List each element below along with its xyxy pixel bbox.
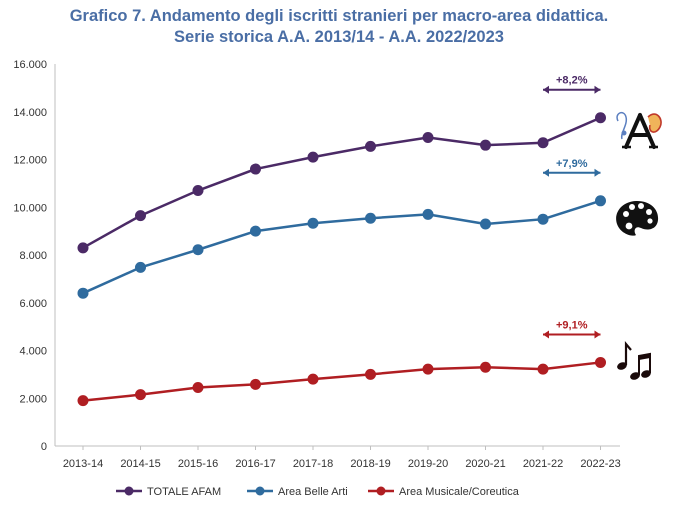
y-tick-label: 12.000 (13, 155, 47, 167)
data-point (595, 112, 606, 124)
annotation-arrow-head (594, 168, 601, 177)
y-tick-label: 2.000 (19, 393, 47, 405)
y-tick-label: 16.000 (13, 59, 47, 71)
music-notes-icon (617, 340, 651, 380)
data-point (537, 363, 549, 375)
growth-annotation: +9,1% (556, 319, 588, 331)
chart-subtitle: Serie storica A.A. 2013/14 - A.A. 2022/2… (174, 28, 504, 46)
legend-marker (255, 486, 265, 496)
data-point (307, 151, 319, 163)
annotation-arrow-head (543, 168, 549, 177)
x-tick-label: 2016-17 (235, 458, 275, 470)
palette-icon (616, 201, 659, 236)
series-line (82, 199, 601, 295)
data-point (480, 218, 491, 230)
series-layer (77, 112, 606, 407)
y-tick-label: 14.000 (13, 107, 47, 119)
data-point (307, 373, 319, 385)
data-point (365, 368, 376, 380)
axes: 0 2.000 4.000 6.000 8.000 10.000 12.000 14.000 1… (13, 59, 620, 470)
y-tick-label: 4.000 (19, 346, 47, 358)
x-tick-label: 2013-14 (63, 458, 103, 470)
legend-label: Area Musicale/Coreutica (399, 486, 520, 498)
data-point (135, 210, 146, 222)
data-point (250, 225, 261, 237)
legend-label: Area Belle Arti (278, 486, 348, 498)
annotation-arrow-head (543, 85, 549, 94)
icon-layer (616, 111, 662, 380)
growth-annotation: +7,9% (556, 158, 588, 170)
data-point (595, 356, 606, 368)
legend-marker (376, 486, 386, 496)
series-line (82, 361, 601, 402)
data-point (480, 139, 491, 151)
data-point (192, 244, 204, 256)
x-tick-label: 2019-20 (408, 458, 448, 470)
data-point (250, 378, 261, 390)
x-tick-label: 2021-22 (523, 458, 563, 470)
data-point (480, 361, 491, 373)
legend-marker (124, 486, 134, 496)
data-point (307, 217, 319, 229)
legend: TOTALE AFAM Area Belle Arti Area Musicale/… (116, 486, 520, 498)
legend-label: TOTALE AFAM (147, 486, 221, 498)
data-point (77, 242, 89, 254)
data-point (537, 137, 549, 149)
annotation-arrow-head (594, 330, 601, 339)
annotation-layer: +8,2% +7,9% +9,1% (543, 75, 601, 339)
y-tick-label: 8.000 (19, 250, 47, 262)
data-point (77, 287, 89, 299)
x-tick-label: 2022-23 (580, 458, 620, 470)
data-point (192, 382, 204, 394)
x-tick-label: 2017-18 (293, 458, 333, 470)
data-point (365, 212, 376, 224)
data-point (422, 132, 434, 144)
x-tick-label: 2018-19 (350, 458, 390, 470)
data-point (422, 363, 434, 375)
x-tick-label: 2015-16 (178, 458, 218, 470)
data-point (365, 140, 376, 152)
data-point (595, 195, 606, 207)
growth-annotation: +8,2% (556, 75, 588, 87)
y-tick-label: 0 (41, 441, 47, 453)
data-point (192, 185, 204, 197)
x-tick-label: 2014-15 (120, 458, 160, 470)
series-line (82, 116, 601, 249)
annotation-arrow-head (543, 330, 549, 339)
y-tick-label: 10.000 (13, 202, 47, 214)
data-point (135, 261, 146, 273)
chart-title: Grafico 7. Andamento degli iscritti stra… (69, 7, 609, 25)
data-point (537, 213, 549, 225)
data-point (250, 163, 261, 175)
art-letter-icon (616, 111, 662, 149)
x-tick-label: 2020-21 (465, 458, 505, 470)
data-point (422, 208, 434, 220)
annotation-arrow-head (594, 85, 601, 94)
data-point (135, 389, 146, 401)
data-point (77, 395, 89, 407)
chart-title-block: Grafico 7. Andamento degli iscritti stra… (0, 6, 678, 48)
y-tick-label: 6.000 (19, 298, 47, 310)
